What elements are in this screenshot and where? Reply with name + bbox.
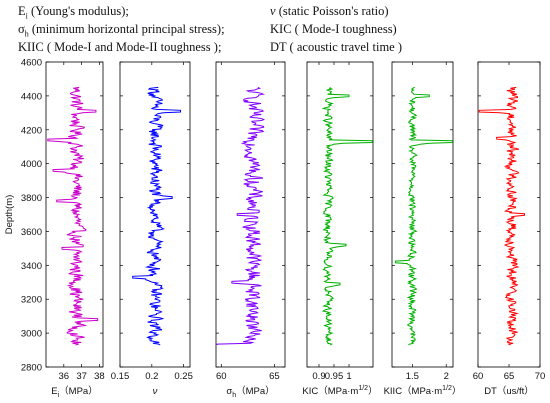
track-frame-kiic (391, 61, 454, 368)
y-tick-label: 4000 (21, 159, 42, 170)
series-line-kic (321, 87, 373, 346)
legend-kiic: KIIC ( Mode-I and Mode-II toughness ); (18, 40, 222, 54)
y-axis-label: Depth(m) (4, 195, 15, 235)
legend-row-2: σh (minimum horizontal principal stress)… (18, 22, 225, 39)
x-axis-label-nu: ν (153, 386, 158, 397)
x-tick-label-kic: 1 (346, 371, 351, 382)
series-line-dt (478, 86, 525, 346)
track-frame-kic (306, 61, 374, 368)
legend-block: Ei (Young's modulus); v (static Poisson'… (18, 2, 548, 56)
x-tick-label-sigma: 60 (216, 371, 227, 382)
y-tick-label: 4600 (21, 58, 42, 69)
y-tick-label: 2800 (21, 363, 42, 374)
x-tick-label-dt: 60 (473, 371, 484, 382)
x-tick-label-nu: 0.15 (111, 371, 130, 382)
legend-dt: DT ( acoustic travel time ) (270, 40, 403, 54)
legend-ei-symbol: E (18, 4, 26, 18)
legend-nu-symbol: v (270, 4, 276, 18)
legend-kic: KIC ( Mode-I toughness) (270, 22, 397, 36)
x-tick-label-dt: 65 (504, 371, 515, 382)
legend-sigma-text: (minimum horizontal principal stress); (28, 22, 225, 36)
x-tick-label-ei: 36 (59, 371, 70, 382)
y-tick-label: 3800 (21, 193, 42, 204)
series-line-ei (47, 86, 99, 346)
x-tick-label-sigma: 65 (269, 371, 280, 382)
x-axis-label-ei: Ei（MPa） (51, 385, 97, 399)
x-tick-label-ei: 38 (94, 371, 105, 382)
legend-ei-text: (Young's modulus); (27, 4, 129, 18)
x-tick-label-ei: 37 (76, 371, 87, 382)
track-frame-nu (119, 61, 191, 368)
legend-sigma-subscript: h (24, 29, 29, 39)
x-tick-label-kic: 0.95 (325, 371, 344, 382)
series-line-kiic (394, 86, 453, 346)
legend-nu-text: (static Poisson's ratio) (275, 4, 389, 18)
legend-row-1: Ei (Young's modulus); (18, 4, 129, 21)
legend-nu: v (static Poisson's ratio) (270, 4, 389, 19)
track-frame-sigma (215, 61, 286, 368)
x-tick-label-kic: 0.9 (312, 371, 325, 382)
y-tick-label: 4400 (21, 91, 42, 102)
x-axis-label-sigma: σh（MPa） (226, 385, 274, 399)
x-tick-label-nu: 0.25 (174, 371, 193, 382)
legend-ei-subscript: i (25, 11, 28, 21)
x-tick-label-kiic: 1.5 (406, 371, 419, 382)
y-tick-label: 3000 (21, 329, 42, 340)
y-tick-label: 3400 (21, 261, 42, 272)
y-tick-label: 4200 (21, 125, 42, 136)
x-axis-label-dt: DT（us/ft） (484, 385, 534, 397)
x-axis-label-kiic: KIIC（MPa·m1/2） (384, 385, 462, 397)
y-tick-label: 3600 (21, 227, 42, 238)
series-line-sigma (216, 86, 266, 345)
x-tick-label-dt: 70 (535, 371, 546, 382)
x-tick-label-kiic: 2 (444, 371, 449, 382)
x-axis-label-kic: KIC（MPa·m1/2） (302, 385, 377, 397)
y-tick-label: 3200 (21, 295, 42, 306)
legend-sigma-symbol: σ (18, 22, 25, 36)
x-tick-label-nu: 0.2 (145, 371, 158, 382)
track-frame-ei (45, 61, 104, 368)
series-line-nu (132, 86, 181, 346)
